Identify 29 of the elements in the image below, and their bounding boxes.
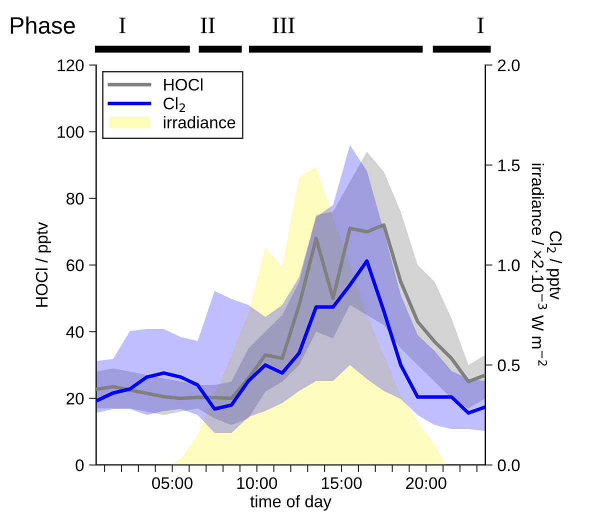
text: I [478,18,484,34]
y2-tick-label: 0.0 [498,459,520,472]
y-tick-label: 20 [66,392,84,405]
y-tick-label: 0 [76,459,84,472]
line-series [96,259,486,415]
text: III [272,18,295,34]
y-tick-label: 80 [66,192,84,205]
x-tick-label: 15:00 [322,477,362,490]
x-tick-label: 20:00 [406,477,446,490]
legend-label: irradiance [164,116,236,128]
y2-tick-label: 2.0 [498,59,520,72]
y2-tick-label: 1.0 [498,259,520,272]
legend-label: HOCl [164,78,202,91]
text: II [200,18,215,34]
x-tick-label: 05:00 [152,477,192,490]
line-series [96,223,486,400]
y-tick-label: 40 [66,326,84,338]
y2-tick-label: 1.5 [498,160,520,172]
x-tick-label: 10:00 [237,477,278,490]
x-axis-title: time of day [250,495,332,511]
y-tick-label: 100 [58,126,84,138]
text: I [119,18,126,34]
y-tick-label: 120 [58,59,84,72]
legend-label: Cl$_{2}$ [164,97,185,112]
y-axis-title: HOCl / pptv [35,222,51,307]
y2-tick-label: 0.5 [498,359,520,372]
y-tick-label: 60 [66,259,84,272]
y2-axis-title: Cl$_{2}$ / pptv irradiance / ×2·10$^{−3}$ W m$^{−2}$ [532,164,562,366]
text: Phase [10,16,75,34]
